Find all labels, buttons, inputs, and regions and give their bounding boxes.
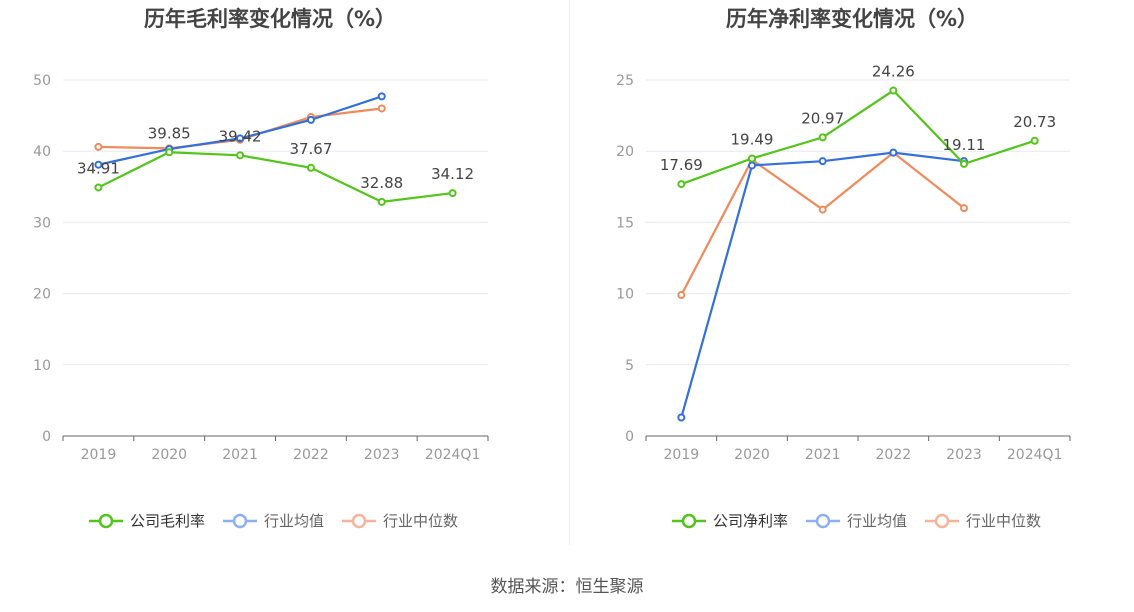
series-line-1	[680, 89, 1036, 186]
x-tick-label: 2019	[664, 447, 700, 463]
data-point	[94, 183, 103, 192]
data-point	[306, 115, 315, 124]
data-label: 39.85	[148, 124, 191, 142]
data-point	[94, 160, 103, 169]
y-tick-label: 40	[33, 144, 51, 160]
legend-label: 行业均值	[847, 512, 907, 530]
data-point	[960, 159, 968, 168]
data-point	[94, 142, 103, 151]
data-label: 17.69	[660, 156, 703, 174]
x-tick-label: 2019	[81, 447, 117, 463]
y-tick-label: 0	[42, 429, 51, 445]
legend-marker-icon	[934, 513, 950, 529]
y-tick-label: 5	[625, 358, 634, 374]
data-label: 19.11	[943, 136, 986, 154]
data-point	[818, 205, 827, 214]
legend-marker-icon	[681, 513, 697, 529]
x-tick-label: 2023	[364, 447, 400, 463]
y-tick-label: 25	[616, 73, 634, 89]
data-point	[306, 163, 315, 172]
source-text: 数据来源：恒生聚源	[490, 577, 644, 597]
y-tick-label: 15	[616, 215, 634, 231]
legend-label: 行业中位数	[383, 512, 458, 530]
legend-marker-icon	[232, 513, 248, 529]
data-label: 24.26	[872, 63, 915, 81]
x-tick-label: 2021	[805, 447, 841, 463]
data-point	[748, 161, 756, 170]
data-point	[960, 204, 968, 213]
data-point	[236, 151, 245, 160]
data-point	[677, 291, 686, 300]
legend-label: 行业中位数	[966, 512, 1041, 530]
data-label: 37.67	[289, 140, 332, 158]
y-tick-label: 10	[33, 358, 51, 374]
data-point	[889, 148, 898, 157]
legend-item-1[interactable]: 公司毛利率	[89, 512, 205, 530]
data-point	[377, 104, 386, 113]
y-tick-label: 0	[625, 429, 634, 445]
data-label: 39.42	[219, 127, 262, 145]
data-label: 20.73	[1013, 113, 1056, 131]
series-line-3	[680, 151, 965, 296]
data-point	[448, 189, 457, 198]
chart-title: 历年毛利率变化情况（%）	[144, 7, 396, 31]
y-tick-label: 20	[33, 287, 51, 303]
series-line-1	[97, 151, 453, 204]
data-label: 19.49	[731, 130, 774, 148]
legend-item-3[interactable]: 行业中位数	[342, 512, 458, 530]
data-point	[748, 154, 756, 163]
legend-marker-icon	[815, 513, 831, 529]
data-point	[1030, 136, 1039, 145]
data-point	[818, 133, 827, 142]
data-label: 34.12	[431, 165, 474, 183]
x-tick-label: 2023	[946, 447, 982, 463]
data-point	[377, 92, 386, 101]
data-point	[818, 157, 827, 166]
legend-item-2[interactable]: 行业均值	[223, 512, 324, 530]
chart-panel-2: 历年净利率变化情况（%） 0 5 10 15 20 25 2019 2020 2021 2022 20…	[616, 7, 1071, 530]
x-tick-label: 2024Q1	[1007, 447, 1063, 463]
data-label: 34.91	[77, 159, 120, 177]
data-point	[677, 413, 686, 422]
x-tick-label: 2021	[222, 447, 258, 463]
data-label: 32.88	[360, 174, 403, 192]
legend-item-2[interactable]: 行业均值	[806, 512, 907, 530]
legend-item-1[interactable]: 公司净利率	[672, 512, 788, 530]
legend-label: 行业均值	[264, 512, 324, 530]
data-point	[377, 197, 386, 206]
y-tick-label: 30	[33, 215, 51, 231]
data-point	[165, 148, 174, 157]
data-label: 20.97	[801, 109, 844, 127]
chart-title: 历年净利率变化情况（%）	[726, 7, 978, 31]
legend-label: 公司净利率	[713, 512, 788, 530]
data-point	[677, 180, 686, 189]
x-tick-label: 2022	[293, 447, 329, 463]
x-tick-label: 2020	[734, 447, 770, 463]
chart-panel-1: 历年毛利率变化情况（%） 0 10 20 30 40 50 2019 2020 2021 2022 2…	[33, 7, 489, 530]
legend-marker-icon	[98, 513, 114, 529]
legend-label: 公司毛利率	[130, 512, 205, 530]
y-tick-label: 10	[616, 287, 634, 303]
x-tick-label: 2024Q1	[425, 447, 481, 463]
legend-marker-icon	[351, 513, 367, 529]
y-tick-label: 20	[616, 144, 634, 160]
y-tick-label: 50	[33, 73, 51, 89]
data-point	[236, 134, 245, 143]
series-line-2	[680, 151, 965, 418]
legend-item-3[interactable]: 行业中位数	[925, 512, 1041, 530]
x-tick-label: 2022	[876, 447, 912, 463]
data-point	[889, 86, 898, 95]
x-tick-label: 2020	[151, 447, 187, 463]
